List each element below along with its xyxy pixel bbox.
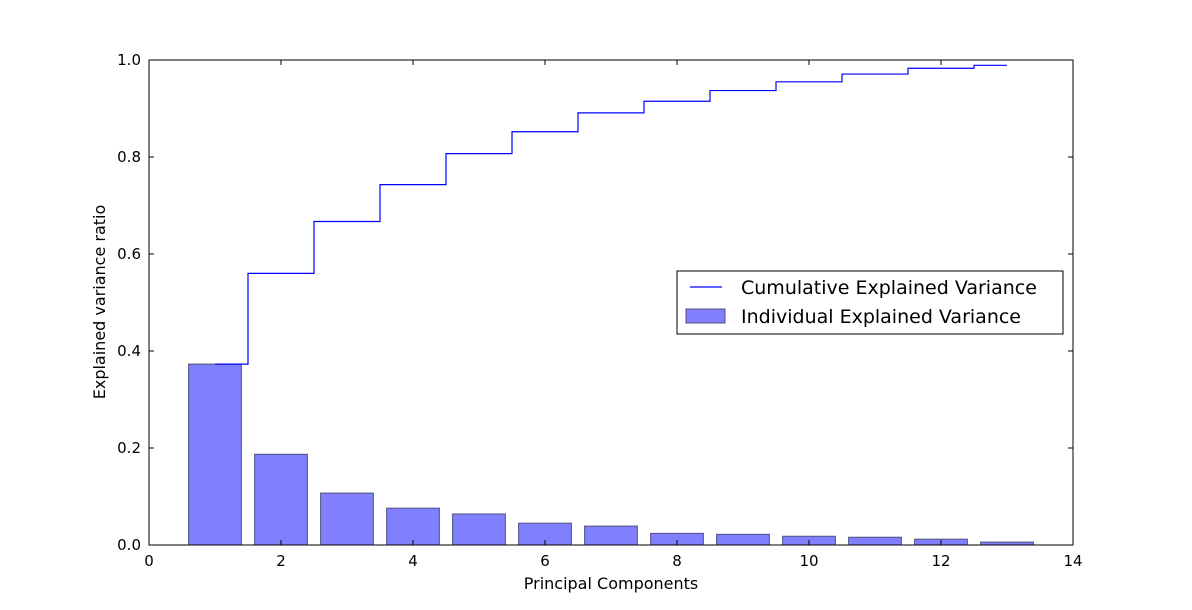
cumulative-variance-line (215, 64, 1007, 365)
legend-box (676, 270, 1064, 335)
bar-pc-4 (386, 507, 440, 546)
y-axis-title: Explained variance ratio (90, 205, 109, 400)
x-tick-label: 10 (799, 552, 818, 570)
bar-pc-5 (452, 513, 506, 546)
bars-layer (188, 363, 1034, 546)
y-tick-label: 0.8 (117, 148, 141, 166)
x-tick-label: 6 (540, 552, 550, 570)
legend-label-individual: Individual Explained Variance (741, 306, 1021, 328)
x-tick-label: 2 (276, 552, 286, 570)
y-tick-label: 1.0 (117, 51, 141, 69)
x-tick-label: 0 (144, 552, 154, 570)
legend-bar-swatch (685, 308, 726, 324)
bar-pc-1 (188, 363, 242, 546)
legend-label-cumulative: Cumulative Explained Variance (741, 277, 1037, 299)
x-axis-title: Principal Components (524, 574, 699, 593)
bar-pc-11 (848, 536, 902, 546)
legend: Cumulative Explained Variance Individual… (676, 270, 1064, 335)
y-tick-label: 0.2 (117, 439, 141, 457)
x-tick-label: 4 (408, 552, 418, 570)
y-tick-label: 0.6 (117, 245, 141, 263)
bar-pc-2 (254, 453, 308, 546)
x-tick-label: 14 (1063, 552, 1082, 570)
y-tick-label: 0.0 (117, 536, 141, 554)
bar-pc-3 (320, 492, 374, 546)
bar-pc-9 (716, 533, 770, 546)
bar-pc-7 (584, 525, 638, 546)
x-tick-label: 8 (672, 552, 682, 570)
x-tick-label: 12 (931, 552, 950, 570)
y-tick-label: 0.4 (117, 342, 141, 360)
line-layer (215, 64, 1007, 365)
plot-frame (148, 59, 1074, 546)
ticks-layer: 0 2 4 6 8 10 12 14 0.0 0.2 0.4 0.6 0.8 1.0 (117, 51, 1082, 570)
